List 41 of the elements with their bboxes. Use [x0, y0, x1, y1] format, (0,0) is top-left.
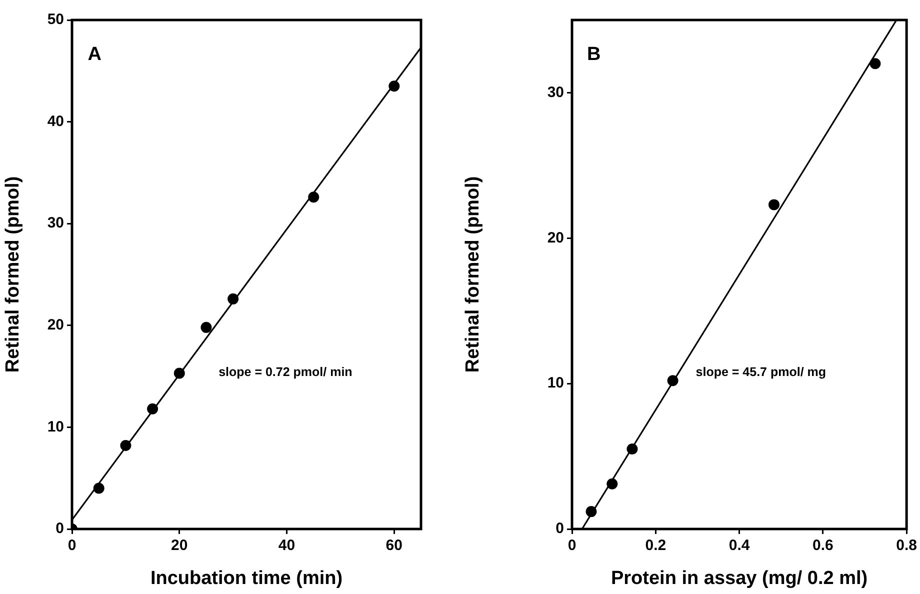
y-tick-label: 50 — [47, 11, 64, 28]
point — [768, 199, 780, 210]
x-axis-title: Protein in assay (mg/ 0.2 ml) — [610, 568, 868, 589]
y-tick-label: 10 — [547, 374, 564, 392]
annotation: slope = 45.7 pmol/ mg — [696, 364, 826, 379]
y-tick-label: 40 — [47, 112, 64, 130]
y-axis-title: Retinal formed (pmol) — [462, 176, 484, 373]
point — [200, 322, 212, 333]
point — [586, 506, 597, 518]
point — [228, 293, 239, 304]
annotation: A — [88, 44, 102, 66]
annotation: B — [587, 44, 601, 66]
y-tick-label: 30 — [547, 84, 564, 101]
point — [870, 58, 881, 70]
point — [147, 403, 158, 414]
point — [93, 482, 104, 494]
point — [606, 478, 618, 490]
x-tick-label: 40 — [278, 537, 296, 554]
point — [626, 444, 638, 455]
x-tick-label: 0.2 — [645, 537, 666, 554]
x-tick-label: 20 — [171, 537, 188, 554]
x-tick-label: 0.4 — [728, 537, 750, 554]
point — [388, 80, 400, 92]
y-tick-label: 10 — [47, 418, 64, 436]
y-axis-title: Retinal formed (pmol) — [2, 176, 24, 373]
x-tick-label: 0 — [68, 537, 76, 554]
point — [174, 368, 185, 379]
y-tick-label: 20 — [47, 316, 64, 334]
annotation: slope = 0.72 pmol/ min — [218, 364, 352, 379]
x-tick-label: 60 — [386, 537, 402, 554]
point — [667, 375, 678, 386]
x-tick-label: 0 — [568, 537, 576, 554]
y-tick-label: 30 — [47, 214, 64, 232]
x-tick-label: 0.8 — [896, 537, 918, 554]
point — [308, 192, 320, 203]
x-axis-title: Incubation time (min) — [150, 568, 343, 589]
y-tick-label: 20 — [547, 229, 564, 246]
point — [120, 440, 132, 452]
y-tick-label: 0 — [56, 520, 64, 538]
y-tick-label: 0 — [556, 520, 564, 538]
x-tick-label: 0.6 — [812, 537, 834, 554]
